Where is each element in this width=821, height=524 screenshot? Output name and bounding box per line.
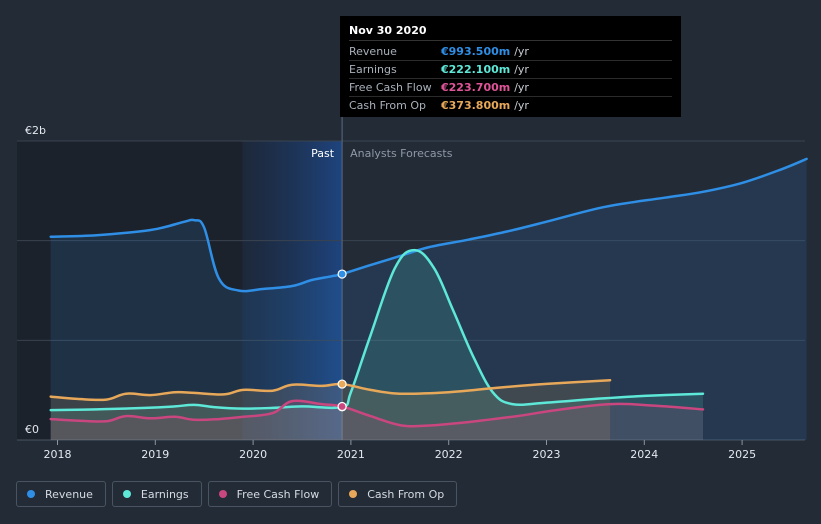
y-axis-label-min: €0 <box>25 423 39 436</box>
tooltip-label: Earnings <box>349 63 397 76</box>
tooltip-unit: /yr <box>514 99 529 112</box>
legend-item-cash-from-op[interactable]: Cash From Op <box>338 481 458 507</box>
tooltip-unit: /yr <box>514 81 529 94</box>
legend-label: Free Cash Flow <box>236 487 320 501</box>
revenue-marker <box>337 269 347 279</box>
x-tick-label: 2018 <box>44 448 72 461</box>
legend-item-free-cash-flow[interactable]: Free Cash Flow <box>207 481 333 507</box>
legend: Revenue Earnings Free Cash Flow Cash Fro… <box>16 481 463 507</box>
revenue-area <box>50 158 807 440</box>
y-axis-label-max: €2b <box>25 124 46 137</box>
free-cash-flow-line <box>49 399 705 428</box>
tooltip-label: Free Cash Flow <box>349 81 432 94</box>
free-cash-flow-marker <box>337 401 347 412</box>
legend-label: Cash From Op <box>367 487 445 501</box>
forecast-label: Analysts Forecasts <box>350 147 453 160</box>
tooltip-unit: /yr <box>514 63 529 76</box>
x-tick-label: 2019 <box>141 448 169 461</box>
tooltip-row-revenue: Revenue €993.500m /yr <box>349 43 672 61</box>
tooltip-row-free-cash-flow: Free Cash Flow €223.700m /yr <box>349 79 672 97</box>
x-tick-label: 2024 <box>630 448 658 461</box>
x-tick-label: 2021 <box>337 448 365 461</box>
tooltip-value: €373.800m <box>441 99 511 112</box>
legend-item-revenue[interactable]: Revenue <box>16 481 106 507</box>
revenue-dot-icon <box>27 490 35 498</box>
cash-from-op-dot-icon <box>349 490 358 498</box>
tooltip-value: €222.100m <box>441 63 511 76</box>
tooltip-unit: /yr <box>514 45 529 58</box>
cash-from-op-line <box>49 378 612 402</box>
earnings-dot-icon <box>122 490 131 498</box>
tooltip-label: Cash From Op <box>349 99 427 112</box>
tooltip-label: Revenue <box>349 45 397 58</box>
x-tick-label: 2023 <box>533 448 561 461</box>
revenue-line <box>49 157 808 293</box>
free-cash-flow-dot-icon <box>218 490 227 498</box>
free-cash-flow-area <box>50 400 703 440</box>
tooltip-value: €223.700m <box>441 81 511 94</box>
cash-from-op-marker <box>337 379 347 389</box>
x-tick-label: 2025 <box>728 448 756 461</box>
tooltip-row-cash-from-op: Cash From Op €373.800m /yr <box>349 97 672 114</box>
legend-item-earnings[interactable]: Earnings <box>111 481 202 507</box>
tooltip-row-earnings: Earnings €222.100m /yr <box>349 61 672 79</box>
past-label: Past <box>311 147 335 160</box>
cash-from-op-area <box>50 380 611 440</box>
tooltip-date: Nov 30 2020 <box>349 24 672 41</box>
tooltip-value: €993.500m <box>441 45 511 58</box>
legend-label: Revenue <box>45 487 93 501</box>
x-tick-label: 2020 <box>239 448 267 461</box>
legend-label: Earnings <box>140 487 189 501</box>
earnings-line <box>49 248 705 412</box>
earnings-area <box>50 250 703 440</box>
hover-tooltip: Nov 30 2020 Revenue €993.500m /yr Earnin… <box>340 16 681 117</box>
x-tick-label: 2022 <box>435 448 463 461</box>
